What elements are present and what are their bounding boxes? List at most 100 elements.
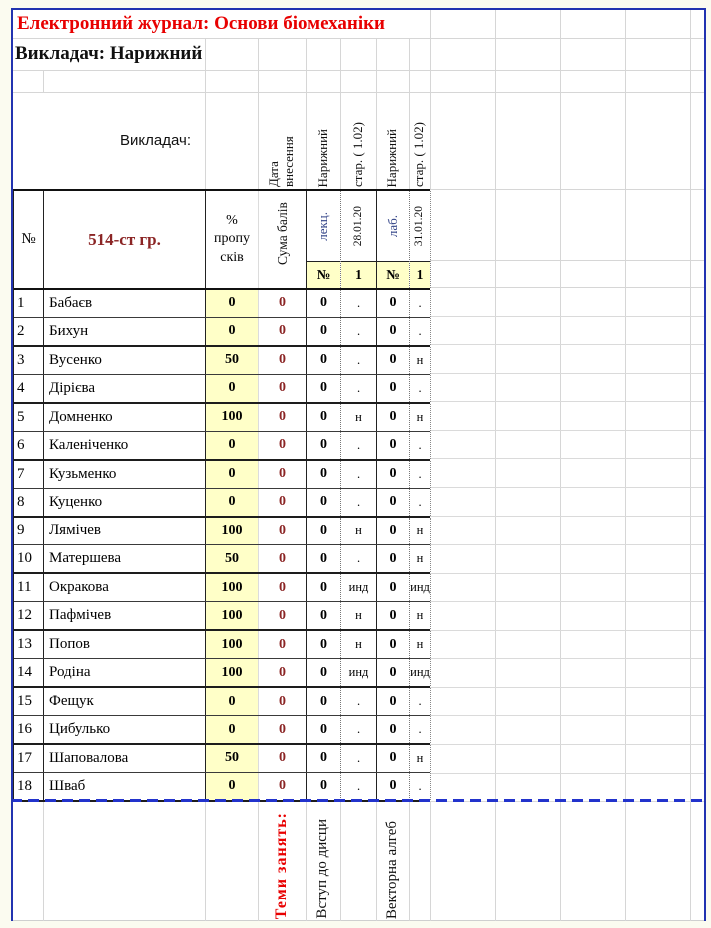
lecture-score-cell[interactable]: 0 [307,659,341,687]
lecture-mark-cell[interactable]: н [341,631,377,659]
lecture-mark-cell[interactable]: . [341,460,377,488]
lab-mark-cell[interactable]: инд [410,659,431,687]
group-title-cell[interactable]: 514-ст гр. [44,191,206,288]
lab-score-cell[interactable]: 0 [377,772,410,800]
student-name-cell[interactable]: Шваб [44,772,206,800]
lecture-mark-cell[interactable]: н [341,517,377,545]
lecture-mark-cell[interactable]: . [341,716,377,743]
teacher-line-cell[interactable]: Викладач: Нарижний [15,43,203,64]
lecture-mark-cell[interactable]: . [341,317,377,345]
sum-points-cell[interactable]: 0 [259,460,307,488]
lab-mark-cell[interactable]: . [410,772,431,800]
sum-points-cell[interactable]: 0 [259,431,307,459]
student-number-cell[interactable]: 11 [14,574,44,602]
lecture-topic-cell[interactable]: Вступ до дисци [306,804,340,919]
student-name-cell[interactable]: Фещук [44,688,206,716]
student-name-cell[interactable]: Лямічев [44,517,206,545]
lecture-mark-cell[interactable]: . [341,374,377,402]
lecture-no-cell[interactable]: № [307,261,340,288]
lecture-mark-cell[interactable]: н [341,602,377,630]
entry-date-header-cell[interactable]: Дата внесення [258,92,306,187]
lab-score-cell[interactable]: 0 [377,290,410,317]
student-number-cell[interactable]: 12 [14,602,44,630]
topics-label-cell[interactable]: Теми занять: [258,804,306,919]
absence-percent-cell[interactable]: 100 [206,574,259,602]
lecture-score-cell[interactable]: 0 [307,631,341,659]
student-number-cell[interactable]: 9 [14,517,44,545]
student-number-cell[interactable]: 6 [14,431,44,459]
student-name-cell[interactable]: Цибулько [44,716,206,743]
lecture-kind-cell[interactable]: лекц. [307,191,340,261]
sum-points-cell[interactable]: 0 [259,290,307,317]
lab-score-cell[interactable]: 0 [377,517,410,545]
journal-title-cell[interactable]: Електронний журнал: Основи біомеханіки [17,13,386,34]
sum-points-cell[interactable]: 0 [259,403,307,431]
sum-points-cell[interactable]: 0 [259,374,307,402]
absence-column-header[interactable]: % пропу сків [206,191,259,288]
sum-points-cell[interactable]: 0 [259,574,307,602]
lecture-score-cell[interactable]: 0 [307,317,341,345]
lab-score-cell[interactable]: 0 [377,488,410,516]
lecture-mark-cell[interactable]: . [341,545,377,573]
absence-percent-cell[interactable]: 0 [206,431,259,459]
lecture-score-cell[interactable]: 0 [307,545,341,573]
student-name-cell[interactable]: Пафмічев [44,602,206,630]
student-name-cell[interactable]: Матершева [44,545,206,573]
student-number-cell[interactable]: 15 [14,688,44,716]
lecture-score-cell[interactable]: 0 [307,346,341,374]
lab-score-cell[interactable]: 0 [377,317,410,345]
lecture-lesson-number-cell[interactable]: 1 [341,261,376,288]
sum-points-cell[interactable]: 0 [259,688,307,716]
absence-percent-cell[interactable]: 0 [206,488,259,516]
lab-mark-cell[interactable]: . [410,317,431,345]
absence-percent-cell[interactable]: 50 [206,346,259,374]
sum-points-cell[interactable]: 0 [259,745,307,772]
student-name-cell[interactable]: Родіна [44,659,206,687]
lecture-score-cell[interactable]: 0 [307,688,341,716]
lab-mark-cell[interactable]: . [410,290,431,317]
student-number-cell[interactable]: 13 [14,631,44,659]
student-number-cell[interactable]: 2 [14,317,44,345]
lab-mark-cell[interactable]: н [410,745,431,772]
absence-percent-cell[interactable]: 0 [206,460,259,488]
lecture-mark-cell[interactable]: . [341,346,377,374]
student-number-cell[interactable]: 1 [14,290,44,317]
lab-score-cell[interactable]: 0 [377,659,410,687]
lab-mark-cell[interactable]: . [410,688,431,716]
absence-percent-cell[interactable]: 100 [206,403,259,431]
lecture-mark-cell[interactable]: инд [341,659,377,687]
lecture-score-cell[interactable]: 0 [307,460,341,488]
absence-percent-cell[interactable]: 0 [206,290,259,317]
student-name-cell[interactable]: Окракова [44,574,206,602]
sum-points-cell[interactable]: 0 [259,517,307,545]
lecture-date-cell[interactable]: 28.01.20 [341,191,376,261]
lab-score-cell[interactable]: 0 [377,545,410,573]
student-number-cell[interactable]: 3 [14,346,44,374]
sum-points-cell[interactable]: 0 [259,545,307,573]
absence-percent-cell[interactable]: 50 [206,745,259,772]
absence-percent-cell[interactable]: 0 [206,716,259,743]
lecture-mark-cell[interactable]: . [341,431,377,459]
lecture-score-cell[interactable]: 0 [307,290,341,317]
lab-mark-cell[interactable]: . [410,488,431,516]
lecture-mark-cell[interactable]: . [341,772,377,800]
lecture-score-cell[interactable]: 0 [307,772,341,800]
student-number-cell[interactable]: 18 [14,772,44,800]
student-number-cell[interactable]: 10 [14,545,44,573]
teacher-label-cell[interactable]: Викладач: [120,132,191,149]
lab-mark-cell[interactable]: н [410,631,431,659]
lecture-score-cell[interactable]: 0 [307,517,341,545]
lab-mark-cell[interactable]: н [410,602,431,630]
lab-score-cell[interactable]: 0 [377,346,410,374]
absence-percent-cell[interactable]: 100 [206,602,259,630]
lecture-mark-cell[interactable]: н [341,403,377,431]
lab-mark-cell[interactable]: инд [410,574,431,602]
sum-points-cell[interactable]: 0 [259,602,307,630]
lab-date-cell[interactable]: 31.01.20 [410,191,430,261]
student-name-cell[interactable]: Шаповалова [44,745,206,772]
lab-mark-cell[interactable]: . [410,460,431,488]
sum-points-cell[interactable]: 0 [259,659,307,687]
lab-mark-cell[interactable]: н [410,403,431,431]
student-number-cell[interactable]: 17 [14,745,44,772]
student-number-cell[interactable]: 8 [14,488,44,516]
